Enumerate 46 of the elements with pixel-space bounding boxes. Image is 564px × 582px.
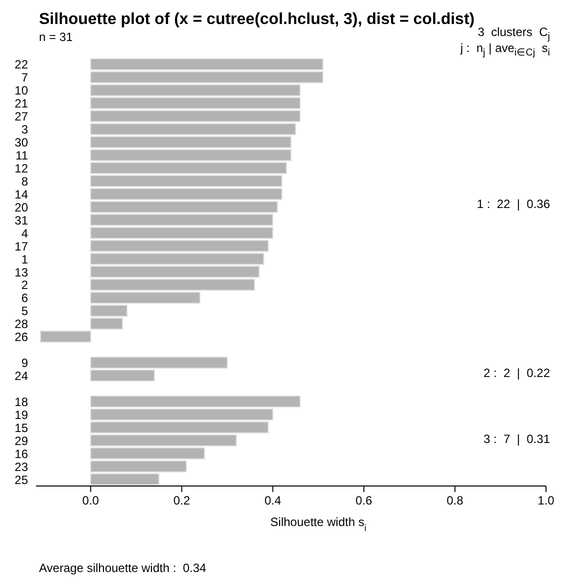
y-tick-label: 5 [21,304,28,318]
text: Average silhouette width : 0.34 [39,561,206,575]
annotation: 1 : 22 | 0.36 [476,197,550,211]
x-tick-label: 1.0 [538,494,555,508]
chart-subtitle: n = 31 [39,30,73,44]
y-tick-label: 3 [21,122,28,137]
text: 3 clusters C$_{j}$ [478,25,550,42]
y-tick-label: 19 [14,408,28,422]
x-tick-label: 0.2 [173,494,190,508]
y-tick-label: 27 [14,110,28,124]
y-tick-label: 17 [14,239,28,254]
x-tick-label: 0.6 [356,494,373,508]
x-tick-label: 0.4 [264,494,282,508]
y-tick-label: 12 [14,162,28,176]
y-tick-label: 24 [14,369,28,384]
y-tick-label: 18 [14,394,28,409]
y-tick-label: 22 [14,58,28,72]
y-tick-label: 9 [21,356,28,370]
y-tick-label: 25 [14,472,28,487]
y-tick-label: 10 [14,84,28,98]
y-tick-label: 23 [14,460,28,474]
x-tick-label: 0.8 [446,494,464,508]
y-tick-label: 2 [21,278,28,292]
y-tick-label: 15 [14,420,28,435]
x-tick-label: 0.0 [82,494,100,508]
y-tick-label: 14 [14,187,28,202]
x-axis-title: Silhouette width s$_{i}$ [270,515,366,533]
y-tick-label: 31 [14,213,28,228]
y-tick-label: 6 [21,291,28,306]
y-tick-label: 4 [21,226,28,240]
y-tick-label: 11 [16,148,28,163]
y-tick-label: 16 [14,446,28,461]
annotation: 3 : 7 | 0.31 [484,432,550,446]
y-tick-label: 13 [14,265,28,280]
annotation: 2 : 2 | 0.22 [484,366,550,380]
y-tick-label: 29 [14,434,28,448]
y-tick-label: 20 [14,200,28,214]
y-tick-label: 1 [21,252,28,266]
y-tick-label: 28 [14,317,28,332]
annotation: j : n$_{j}$ | ave$_{i∈Cj}$ s$_{i}$ [460,41,550,58]
y-tick-label: 7 [21,70,28,85]
chart-title: Silhouette plot of (x = cutree(col.hclust, 3), dist = col.dist) [39,11,475,29]
y-tick-label: 21 [14,96,28,111]
y-tick-label: 8 [21,174,28,188]
y-tick-label: 30 [14,136,28,150]
y-tick-label: 26 [14,330,28,344]
